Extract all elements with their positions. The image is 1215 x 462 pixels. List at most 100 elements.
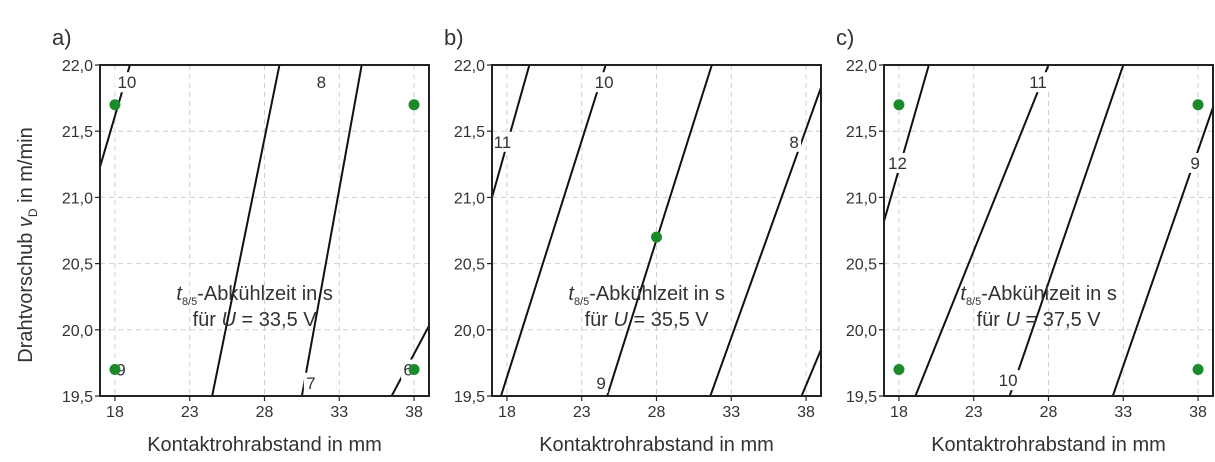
- contour-label: 11: [1029, 73, 1047, 92]
- x-tick-label: 38: [405, 404, 423, 421]
- contour-label: 10: [117, 73, 136, 92]
- annotation-voltage-variable: U: [614, 309, 629, 331]
- contour-line: [709, 87, 821, 396]
- contour-label-background: [1188, 152, 1203, 173]
- design-point: [1192, 364, 1204, 376]
- annotation-prefix: für: [585, 309, 614, 331]
- panel-letter: b): [444, 25, 464, 50]
- x-tick-label: 23: [573, 404, 591, 421]
- annotation-voltage-value: = 33,5 V: [236, 309, 317, 331]
- contour-line: [914, 65, 1050, 396]
- contour-label-background: [594, 372, 609, 393]
- chart-panel-3: 11 12 9 10 18 23 28 33 38 19,5 20,0 20,5 21,0 21,5 22,…: [836, 25, 1214, 456]
- annotation-subscript: 8/5: [182, 296, 197, 308]
- x-axis-label: Kontaktrohrabstand in mm: [147, 434, 382, 456]
- design-point: [408, 364, 420, 376]
- contour-label-background: [401, 359, 416, 380]
- chart-panel-1: 10 8 9 7 6 18 23 28 33 38 19,5 20,0 20,5 21,0 21,5 22,0…: [52, 25, 430, 456]
- annotation-line-1: t8/5-Abkühlzeit in s: [960, 283, 1116, 308]
- panel-letter: a): [52, 25, 72, 50]
- annotation-variable: t: [960, 283, 967, 305]
- annotation-variable: t: [176, 283, 183, 305]
- contour-line: [1008, 65, 1125, 396]
- annotation-prefix: für: [977, 309, 1006, 331]
- contour-label-background: [113, 359, 128, 380]
- x-tick-label: 33: [330, 404, 348, 421]
- annotation-text: -Abkühlzeit in s: [981, 283, 1117, 305]
- design-point: [893, 364, 905, 376]
- contour-line: [492, 65, 531, 198]
- contour-line: [500, 65, 607, 396]
- annotation-voltage-variable: U: [1006, 309, 1021, 331]
- chart-panel-2: 11 10 8 9 18 23 28 33 38 19,5 20,0 20,5 21,0 21,5 22,0…: [444, 25, 822, 456]
- annotation-subscript: 8/5: [574, 296, 589, 308]
- y-axis-label-subscript: D: [26, 208, 40, 217]
- y-tick-label: 22,0: [454, 58, 485, 75]
- contour-label-background: [1026, 72, 1051, 93]
- contour-label: 6: [403, 361, 412, 380]
- contour-label-background: [996, 370, 1021, 391]
- design-point: [893, 99, 905, 111]
- annotation-line-2: für U = 33,5 V: [193, 309, 318, 331]
- contour-line: [300, 65, 363, 396]
- y-tick-label: 20,0: [846, 323, 877, 340]
- x-tick-label: 33: [722, 404, 740, 421]
- x-tick-label: 38: [1189, 404, 1207, 421]
- y-tick-label: 21,0: [846, 190, 877, 207]
- contour-line: [211, 65, 281, 396]
- x-tick-label: 38: [797, 404, 815, 421]
- x-tick-label: 23: [965, 404, 983, 421]
- x-tick-label: 28: [256, 404, 274, 421]
- y-tick-label: 21,5: [846, 124, 877, 141]
- contour-line: [884, 65, 930, 222]
- y-tick-label: 20,5: [454, 257, 485, 274]
- x-tick-label: 28: [1040, 404, 1058, 421]
- y-axis-label-variable: v: [15, 216, 37, 227]
- design-point: [1192, 99, 1204, 111]
- contour-label-background: [314, 72, 329, 93]
- y-tick-label: 20,0: [454, 323, 485, 340]
- x-tick-label: 18: [498, 404, 516, 421]
- contour-label-background: [885, 152, 910, 173]
- contour-label: 9: [116, 361, 125, 380]
- design-point: [109, 364, 121, 376]
- annotation-variable: t: [568, 283, 575, 305]
- contour-line: [800, 349, 821, 396]
- contour-label: 7: [306, 374, 315, 393]
- panel-letter: c): [836, 25, 854, 50]
- x-tick-label: 18: [890, 404, 908, 421]
- y-tick-label: 20,5: [846, 257, 877, 274]
- x-axis-label: Kontaktrohrabstand in mm: [931, 434, 1166, 456]
- contour-label-background: [114, 72, 139, 93]
- y-tick-label: 21,5: [62, 124, 93, 141]
- annotation-voltage-variable: U: [222, 309, 237, 331]
- contour-line: [1111, 107, 1213, 396]
- design-point: [651, 231, 662, 243]
- contour-label: 8: [317, 73, 326, 92]
- annotation-text: -Abkühlzeit in s: [589, 283, 725, 305]
- annotation-line-1: t8/5-Abkühlzeit in s: [568, 283, 724, 308]
- contour-label: 9: [596, 374, 605, 393]
- contour-label-background: [490, 131, 515, 152]
- x-tick-label: 33: [1114, 404, 1132, 421]
- y-axis-label-prefix: Drahtvorschub: [15, 227, 37, 363]
- annotation-prefix: für: [193, 309, 222, 331]
- contour-label-background: [592, 72, 617, 93]
- annotation-line-2: für U = 37,5 V: [977, 309, 1102, 331]
- y-tick-label: 20,0: [62, 323, 93, 340]
- annotation-line-2: für U = 35,5 V: [585, 309, 710, 331]
- y-tick-label: 22,0: [846, 58, 877, 75]
- annotation-text: -Abkühlzeit in s: [197, 283, 333, 305]
- y-tick-label: 19,5: [62, 389, 93, 406]
- x-axis-label: Kontaktrohrabstand in mm: [539, 434, 774, 456]
- y-tick-label: 20,5: [62, 257, 93, 274]
- y-axis-label-suffix: in m/min: [15, 127, 37, 208]
- contour-label-background: [787, 131, 802, 152]
- contour-label: 11: [494, 133, 512, 152]
- y-tick-label: 22,0: [62, 58, 93, 75]
- annotation-subscript: 8/5: [966, 296, 981, 308]
- design-point: [408, 99, 420, 111]
- contour-label-background: [303, 372, 318, 393]
- y-tick-label: 19,5: [846, 389, 877, 406]
